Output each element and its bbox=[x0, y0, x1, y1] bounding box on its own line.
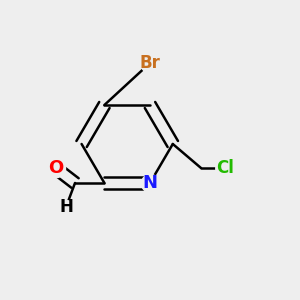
Text: H: H bbox=[59, 198, 73, 216]
Text: Cl: Cl bbox=[216, 159, 234, 177]
Text: N: N bbox=[142, 174, 158, 192]
Text: Br: Br bbox=[140, 54, 160, 72]
Text: O: O bbox=[48, 159, 63, 177]
